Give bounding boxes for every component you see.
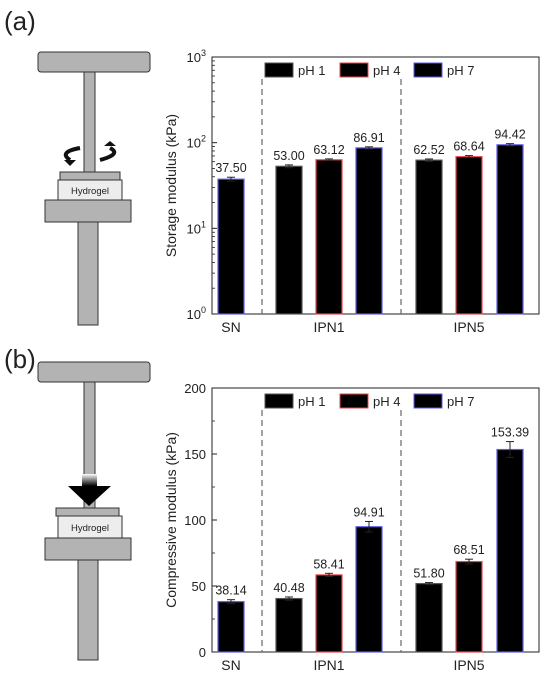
y-tick-label: 150 — [184, 447, 206, 462]
group-label: SN — [221, 657, 240, 673]
legend-swatch — [264, 393, 294, 409]
y-tick-label: 100 — [187, 305, 206, 322]
bar — [355, 147, 383, 315]
legend-swatch — [339, 393, 369, 409]
y-tick-label: 103 — [187, 48, 206, 65]
legend-swatch — [413, 393, 443, 409]
bar-value-label: 153.39 — [491, 426, 529, 440]
bar-value-label: 63.12 — [313, 143, 344, 157]
bar — [315, 159, 343, 315]
bar-value-label: 40.48 — [273, 581, 304, 595]
y-tick-label: 0 — [199, 645, 206, 660]
rotation-arrows-icon — [63, 141, 117, 166]
bar-value-label: 38.14 — [215, 584, 246, 598]
group-label: SN — [221, 319, 240, 335]
y-tick-label: 102 — [187, 134, 206, 151]
bar — [217, 601, 245, 653]
legend-swatch — [339, 62, 369, 78]
panel-b-letter: (b) — [4, 344, 36, 374]
lower-plate — [44, 199, 132, 223]
upper-disc — [55, 507, 120, 517]
bar — [496, 448, 524, 653]
legend-label: pH 4 — [373, 394, 400, 409]
storage-modulus-chart: 100 101 102 103 Storage modulus (kPa) SN IPN1 I… — [163, 48, 540, 335]
bar-value-label: 51.80 — [413, 567, 444, 581]
bar-value-label: 86.91 — [353, 131, 384, 145]
bar — [415, 159, 443, 315]
lower-plate — [44, 537, 132, 561]
upper-shaft — [83, 71, 96, 173]
y-tick-label: 100 — [184, 513, 206, 528]
y-tick-label: 200 — [184, 381, 206, 396]
compression-diagram-b: Hydrogel — [37, 361, 151, 661]
hydrogel-label: Hydrogel — [71, 523, 109, 534]
legend-label: pH 7 — [447, 63, 474, 78]
rheometer-diagram-a: Hydrogel — [37, 51, 151, 326]
group-label: IPN5 — [453, 657, 484, 673]
bar — [275, 165, 303, 315]
upper-plate — [37, 361, 151, 383]
y-axis-label: Compressive modulus (kPa) — [163, 432, 179, 608]
compression-arrow-icon — [68, 474, 111, 506]
bar-value-label: 94.91 — [353, 505, 384, 519]
bar — [455, 560, 483, 653]
upper-plate — [37, 51, 151, 73]
bar — [496, 144, 524, 315]
bar-value-label: 62.52 — [413, 143, 444, 157]
legend-label: pH 1 — [298, 63, 325, 78]
legend-swatch — [413, 62, 443, 78]
y-tick-label: 50 — [192, 579, 206, 594]
lower-shaft — [77, 559, 99, 661]
bar-value-label: 68.64 — [453, 140, 484, 154]
group-label: IPN1 — [313, 657, 344, 673]
bar — [355, 526, 383, 653]
panel-b: (b) Hydrogel 0 50 100 150 200 Compressive mod… — [4, 344, 540, 673]
bar — [217, 178, 245, 315]
bar-value-label: 94.42 — [494, 128, 525, 142]
bar-value-label: 37.50 — [215, 161, 246, 175]
bar-value-label: 53.00 — [273, 149, 304, 163]
bar — [275, 597, 303, 653]
bar-value-label: 68.51 — [453, 543, 484, 557]
bar-value-label: 58.41 — [313, 557, 344, 571]
bar — [455, 156, 483, 315]
panel-a-letter: (a) — [4, 6, 36, 36]
legend-swatch — [264, 62, 294, 78]
bar — [415, 583, 443, 653]
y-axis-label: Storage modulus (kPa) — [163, 114, 179, 257]
bar — [315, 574, 343, 653]
lower-shaft — [77, 221, 99, 326]
panel-a: (a) Hydrogel 100 101 102 103 Storage modulus… — [4, 6, 540, 335]
y-tick-label: 101 — [187, 219, 206, 236]
legend-label: pH 4 — [373, 63, 400, 78]
hydrogel-label: Hydrogel — [71, 186, 109, 197]
group-label: IPN1 — [313, 319, 344, 335]
compressive-modulus-chart: 0 50 100 150 200 Compressive modulus (kPa) SN I… — [163, 381, 540, 673]
legend-label: pH 1 — [298, 394, 325, 409]
group-label: IPN5 — [453, 319, 484, 335]
legend-label: pH 7 — [447, 394, 474, 409]
upper-disc — [59, 171, 121, 181]
